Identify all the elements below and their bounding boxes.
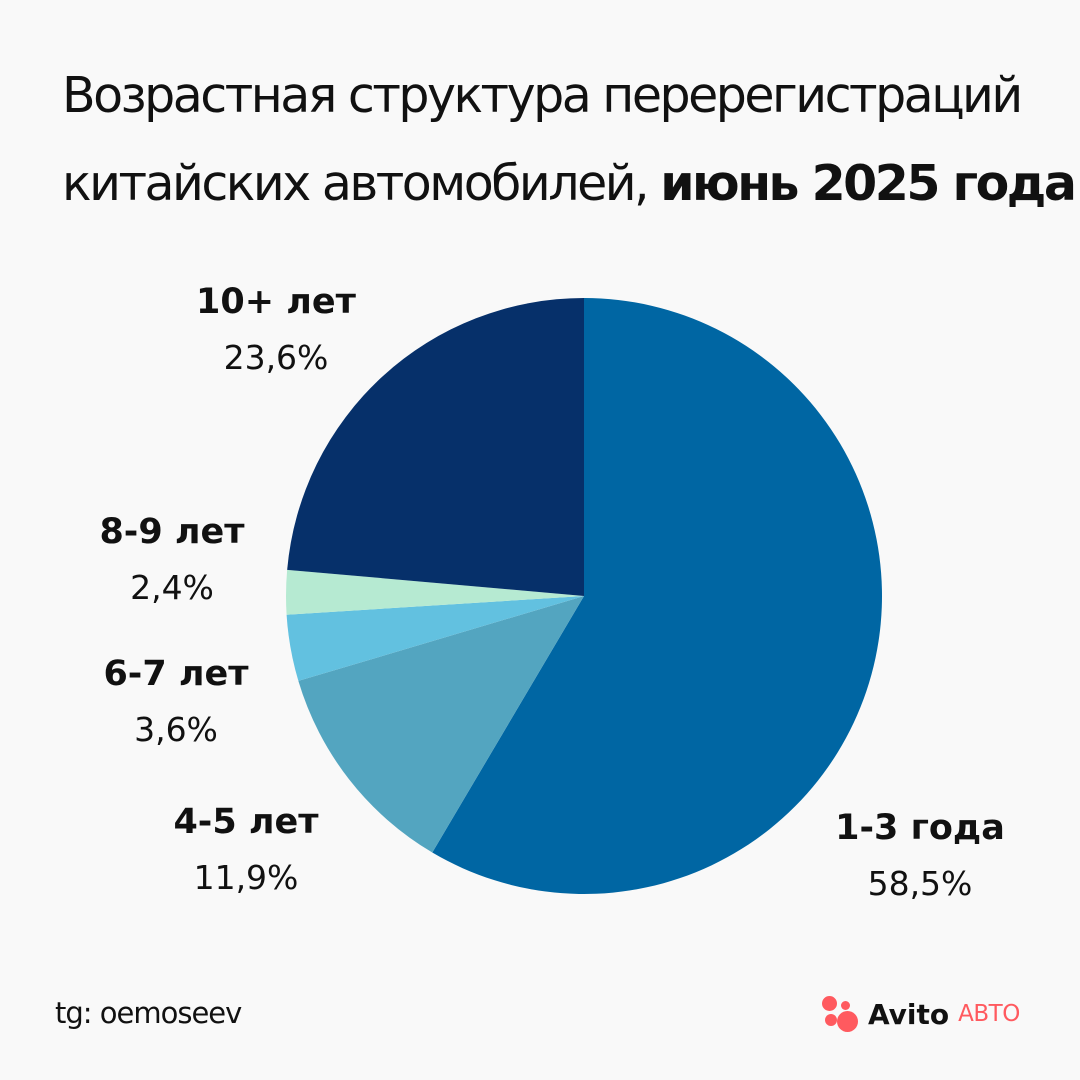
pie-slice-0 [432, 298, 883, 895]
slice-label-value: 11,9% [193, 858, 299, 897]
slice-label-name: 10+ лет [196, 282, 356, 322]
chart-title-line-1: Возрастная структура перерегистраций [62, 67, 1023, 124]
slice-label-value: 58,5% [867, 864, 973, 903]
chart-title-line-2-bold: июнь 2025 года [660, 155, 1077, 212]
slice-label-value: 2,4% [130, 568, 214, 607]
slice-label-name: 4-5 лет [173, 802, 319, 842]
avito-dots-icon [820, 994, 860, 1034]
logo-brand-text: Avito [868, 997, 950, 1031]
chart-title: Возрастная структура перерегистраций кит… [62, 52, 1077, 228]
slice-label-4-5: 4-5 лет 11,9% [126, 794, 366, 906]
chart-title-line-2: китайских автомобилей, июнь 2025 года [62, 140, 1077, 228]
slice-label-name: 1-3 года [835, 808, 1005, 848]
pie-slice-2 [286, 596, 584, 681]
chart-title-line-2-regular: китайских автомобилей, [62, 155, 661, 212]
slice-label-6-7: 6-7 лет 3,6% [56, 646, 296, 758]
slice-label-10-plus: 10+ лет 23,6% [156, 274, 396, 386]
pie-slice-3 [286, 569, 584, 615]
slice-label-value: 3,6% [134, 710, 218, 749]
source-credit: tg: oemoseev [55, 996, 242, 1030]
logo-sub-text: АВТО [958, 1001, 1020, 1027]
slice-label-value: 23,6% [223, 338, 329, 377]
pie-slice-4 [287, 298, 584, 596]
slice-label-8-9: 8-9 лет 2,4% [52, 504, 292, 616]
pie-slice-1 [298, 596, 584, 853]
slice-label-name: 6-7 лет [103, 654, 249, 694]
slice-label-1-3: 1-3 года 58,5% [800, 800, 1040, 912]
avito-auto-logo: Avito АВТО [820, 994, 1020, 1034]
slice-label-name: 8-9 лет [99, 512, 245, 552]
